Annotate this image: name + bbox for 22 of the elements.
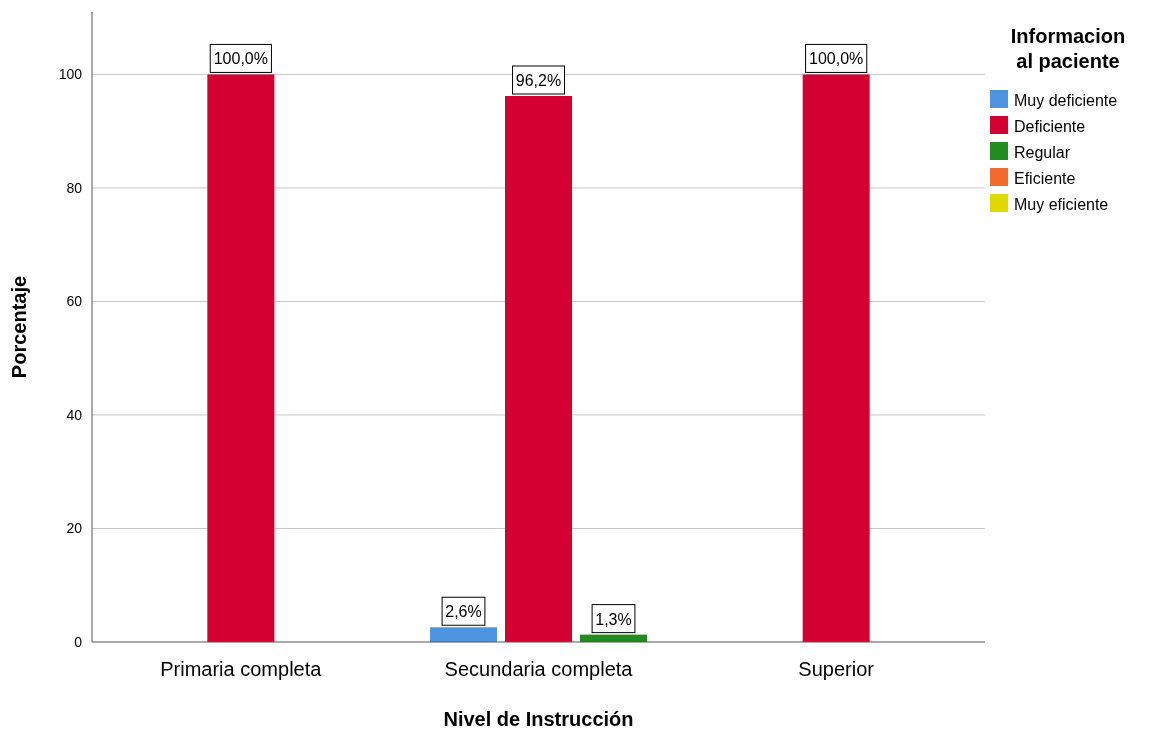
- legend-label: Muy deficiente: [1014, 92, 1118, 109]
- y-axis-title: Porcentaje: [8, 275, 30, 379]
- legend-label: Regular: [1014, 144, 1071, 161]
- data-label: 100,0%: [213, 50, 268, 68]
- x-tick-label: Primaria completa: [160, 658, 323, 680]
- legend-title: Informacion al paciente: [1010, 25, 1126, 72]
- x-tick-label: Secundaria completa: [444, 658, 634, 680]
- y-tick-label: 100: [58, 66, 83, 83]
- data-label: 1,3%: [595, 610, 632, 628]
- y-tick-label: 60: [66, 293, 83, 310]
- y-tick-label: 20: [66, 520, 83, 537]
- legend-label: Deficiente: [1014, 118, 1086, 135]
- y-tick-label: 80: [66, 179, 83, 196]
- legend-label: Muy eficiente: [1014, 196, 1109, 213]
- data-label: 2,6%: [445, 603, 482, 621]
- x-tick-label: Superior: [798, 658, 875, 680]
- y-tick-label: 40: [66, 406, 83, 423]
- y-tick-label: 0: [74, 634, 83, 650]
- x-axis-title: Nivel de Instrucción: [443, 708, 634, 730]
- data-label: 100,0%: [809, 50, 864, 68]
- data-label: 96,2%: [515, 72, 562, 89]
- legend-label: Eficiente: [1014, 170, 1076, 187]
